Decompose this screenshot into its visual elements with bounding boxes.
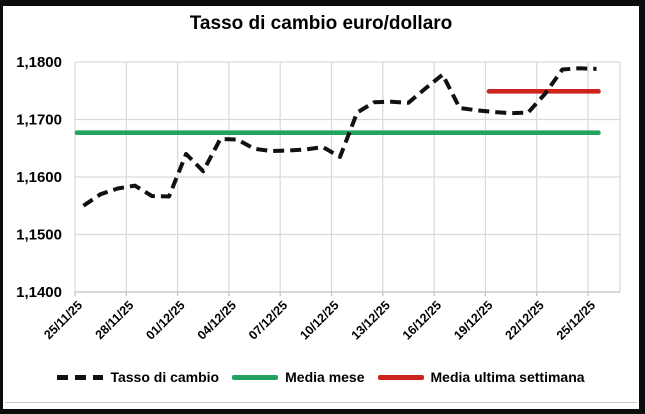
x-axis-label: 28/11/25: [93, 298, 137, 342]
y-axis-label: 1,1700: [16, 112, 62, 129]
chart-title: Tasso di cambio euro/dollaro: [189, 13, 453, 34]
legend-item-month-average: Media mese: [232, 369, 365, 385]
green-line-sample: [232, 374, 279, 380]
x-axis-label: 19/12/25: [451, 298, 495, 342]
chart-legend: Tasso di cambio Media mese Media ultima …: [3, 369, 639, 385]
dashed-line-sample: [57, 374, 104, 380]
x-axis-label: 07/12/25: [246, 298, 290, 342]
legend-item-week-average: Media ultima settimana: [377, 369, 585, 385]
y-axis-label: 1,1400: [16, 284, 62, 301]
y-axis-label: 1,1600: [16, 169, 62, 186]
x-axis-label: 25/12/25: [554, 298, 598, 342]
legend-label: Media ultima settimana: [430, 369, 585, 385]
x-axis-label: 22/12/25: [503, 298, 547, 342]
x-axis-label: 01/12/25: [143, 298, 187, 342]
legend-item-exchange-rate: Tasso di cambio: [57, 369, 219, 385]
legend-label: Tasso di cambio: [110, 369, 220, 385]
red-line-sample: [377, 374, 424, 380]
x-axis-label: 10/12/25: [297, 298, 341, 342]
x-axis-label: 04/12/25: [195, 298, 239, 342]
y-axis-label: 1,1800: [16, 54, 62, 71]
exchange-rate-line: [82, 66, 597, 208]
legend-label: Media mese: [285, 369, 365, 385]
x-axis-label: 13/12/25: [349, 298, 393, 342]
chart-bottom-rule: [5, 402, 637, 403]
y-axis-label: 1,1500: [16, 227, 62, 244]
x-axis-label: 16/12/25: [400, 298, 444, 342]
x-axis-label: 25/11/25: [41, 298, 85, 342]
